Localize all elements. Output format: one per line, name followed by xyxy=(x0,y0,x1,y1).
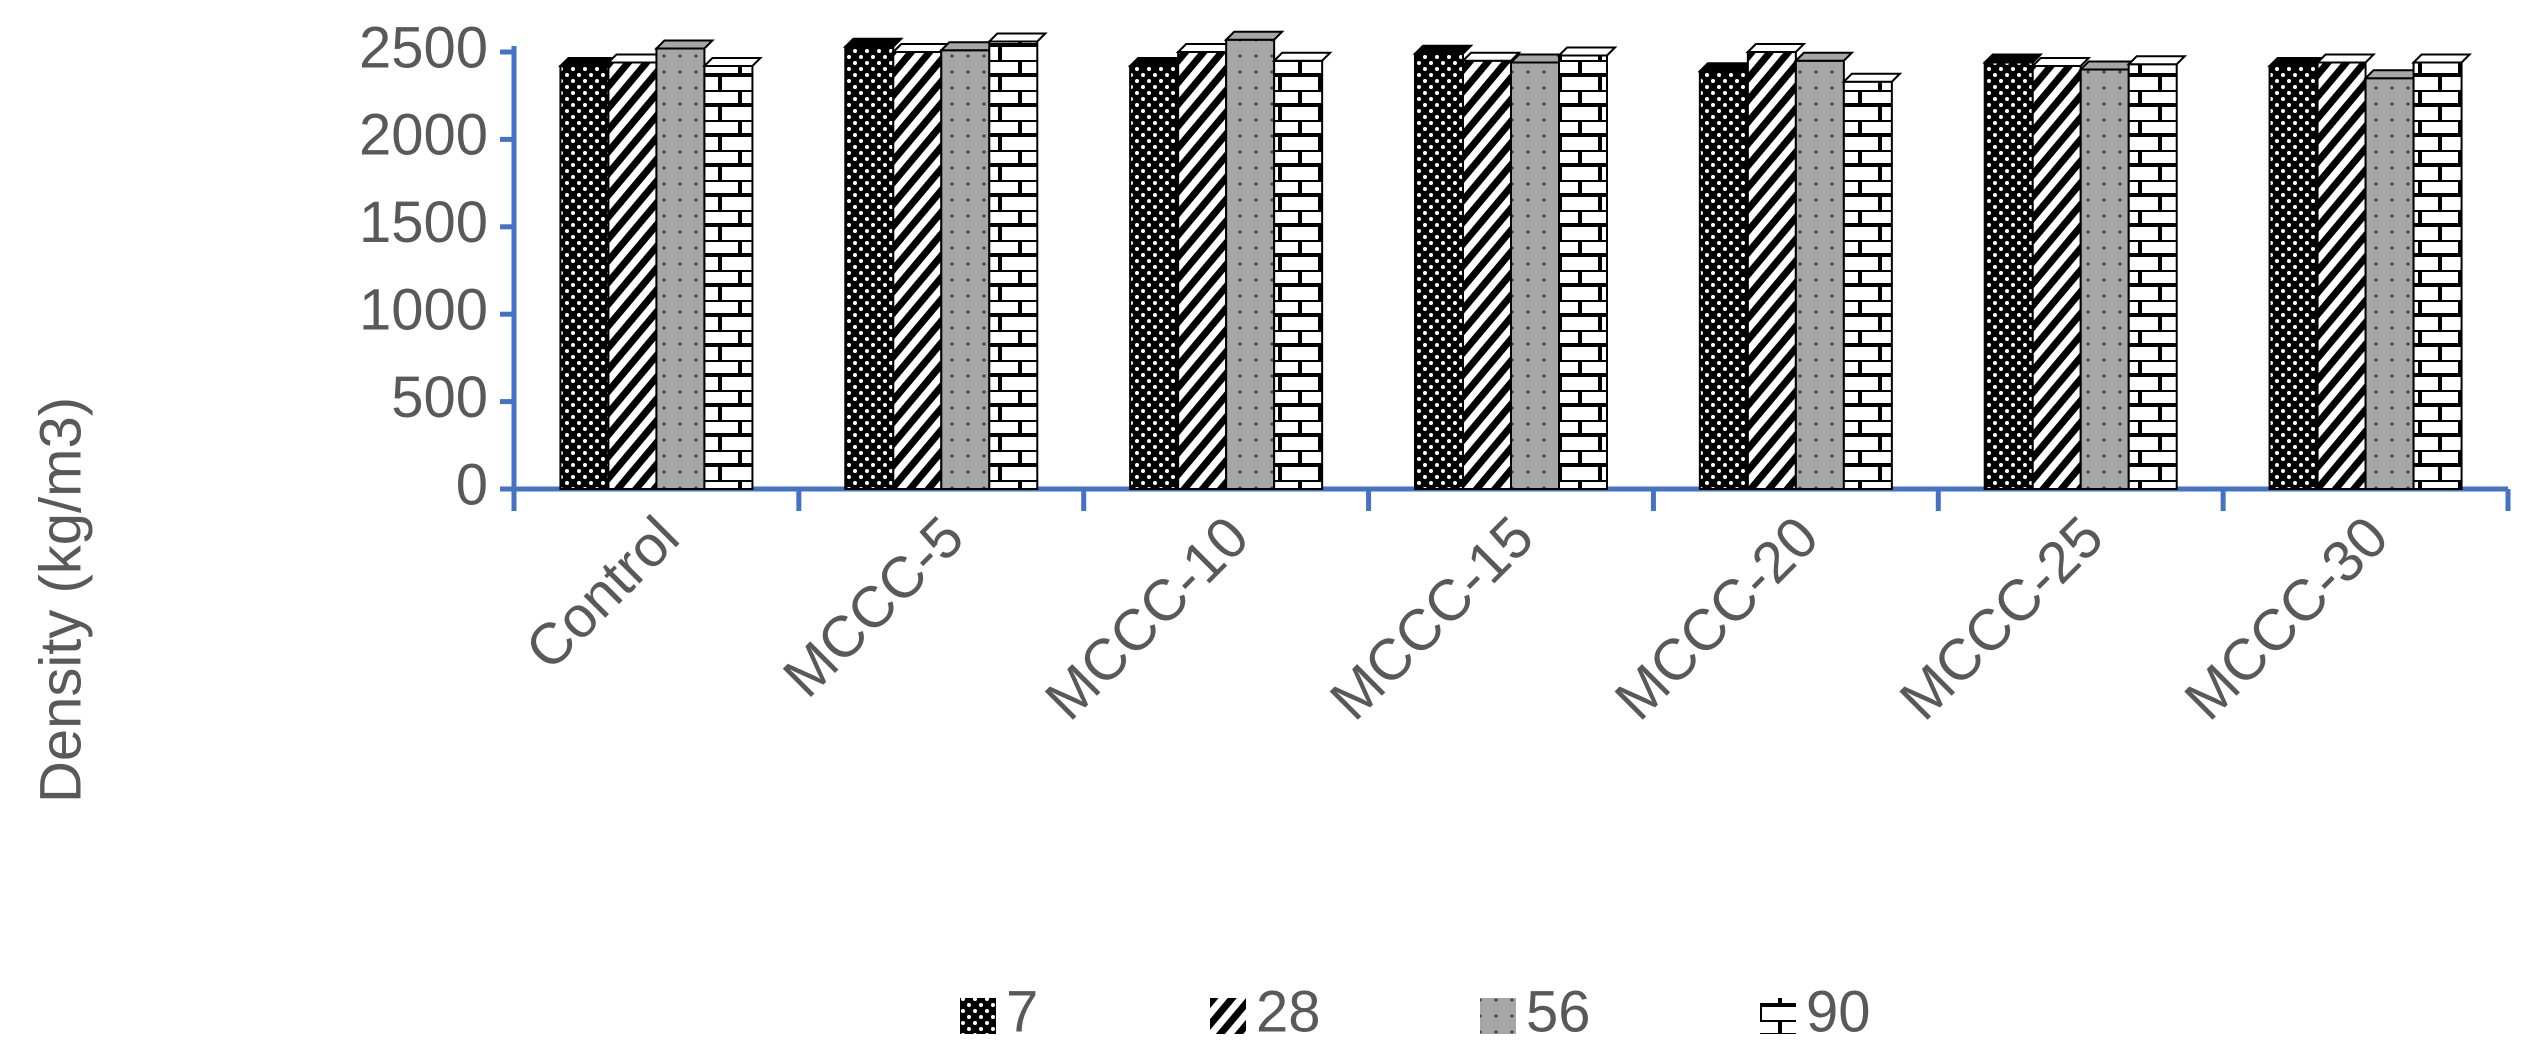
bar xyxy=(2412,61,2463,490)
x-tick-label: Control xyxy=(513,504,691,682)
bar xyxy=(2364,77,2415,490)
bar xyxy=(1177,51,1228,490)
legend-swatch xyxy=(1210,998,1246,1034)
y-tick-label: 2000 xyxy=(359,103,488,168)
bar-top xyxy=(2315,53,2376,64)
x-tick-label: MCCC-10 xyxy=(1033,504,1261,732)
bar-top xyxy=(1271,51,1333,62)
bar xyxy=(1462,59,1512,491)
bar xyxy=(1273,59,1324,491)
bar-top xyxy=(1793,51,1855,62)
legend-label: 7 xyxy=(1006,979,1038,1044)
bar-top xyxy=(2030,56,2092,67)
bar xyxy=(940,49,991,490)
bar-top xyxy=(2126,55,2188,66)
bar xyxy=(1510,61,1560,490)
bar xyxy=(892,51,943,490)
bar-top xyxy=(1982,53,2044,64)
bar xyxy=(988,40,1039,491)
y-axis-title: Density (kg/m3) xyxy=(28,397,93,803)
bar xyxy=(1414,52,1464,491)
y-tick-label: 2500 xyxy=(359,15,488,80)
bar-top xyxy=(2411,53,2472,64)
legend-label: 28 xyxy=(1256,979,1321,1044)
bar xyxy=(2079,68,2130,490)
bar xyxy=(703,64,754,490)
bar-top xyxy=(1556,46,1618,57)
bar xyxy=(1842,80,1893,490)
bar xyxy=(1983,61,2034,490)
bar xyxy=(607,61,658,490)
legend-label: 56 xyxy=(1526,979,1591,1044)
bar-top xyxy=(1745,43,1807,53)
y-tick-label: 1000 xyxy=(359,278,488,343)
y-tick-label: 0 xyxy=(456,452,488,517)
bar xyxy=(1129,64,1180,490)
legend-swatch xyxy=(1760,998,1796,1034)
bar-top xyxy=(1460,51,1522,62)
bar xyxy=(2127,63,2178,491)
bar-top xyxy=(986,32,1048,43)
y-tick-label: 1500 xyxy=(359,190,488,255)
bar xyxy=(1558,54,1608,490)
bar-top xyxy=(702,56,763,67)
bar xyxy=(2031,64,2082,490)
x-tick-label: MCCC-15 xyxy=(1318,504,1546,732)
legend-label: 90 xyxy=(1806,979,1871,1044)
x-tick-label: MCCC-25 xyxy=(1887,504,2115,732)
y-tick-label: 500 xyxy=(391,365,488,430)
x-tick-label: MCCC-30 xyxy=(2172,504,2400,732)
bar xyxy=(1794,59,1845,491)
bar-top xyxy=(1412,44,1474,55)
bar xyxy=(844,45,895,490)
bar xyxy=(1225,38,1276,490)
legend-swatch xyxy=(960,998,996,1034)
x-tick-label: MCCC-5 xyxy=(771,504,976,709)
bar xyxy=(655,47,706,491)
x-tick-label: MCCC-20 xyxy=(1603,504,1831,732)
bar xyxy=(2316,61,2367,490)
bar-top xyxy=(1223,30,1285,41)
bar-top xyxy=(842,37,904,48)
bar xyxy=(1746,51,1797,490)
bar-top xyxy=(1841,72,1903,83)
bar xyxy=(1698,70,1749,490)
bar xyxy=(2268,64,2319,490)
legend-swatch xyxy=(1480,998,1516,1034)
bar xyxy=(559,64,610,490)
bar-top xyxy=(654,39,715,50)
